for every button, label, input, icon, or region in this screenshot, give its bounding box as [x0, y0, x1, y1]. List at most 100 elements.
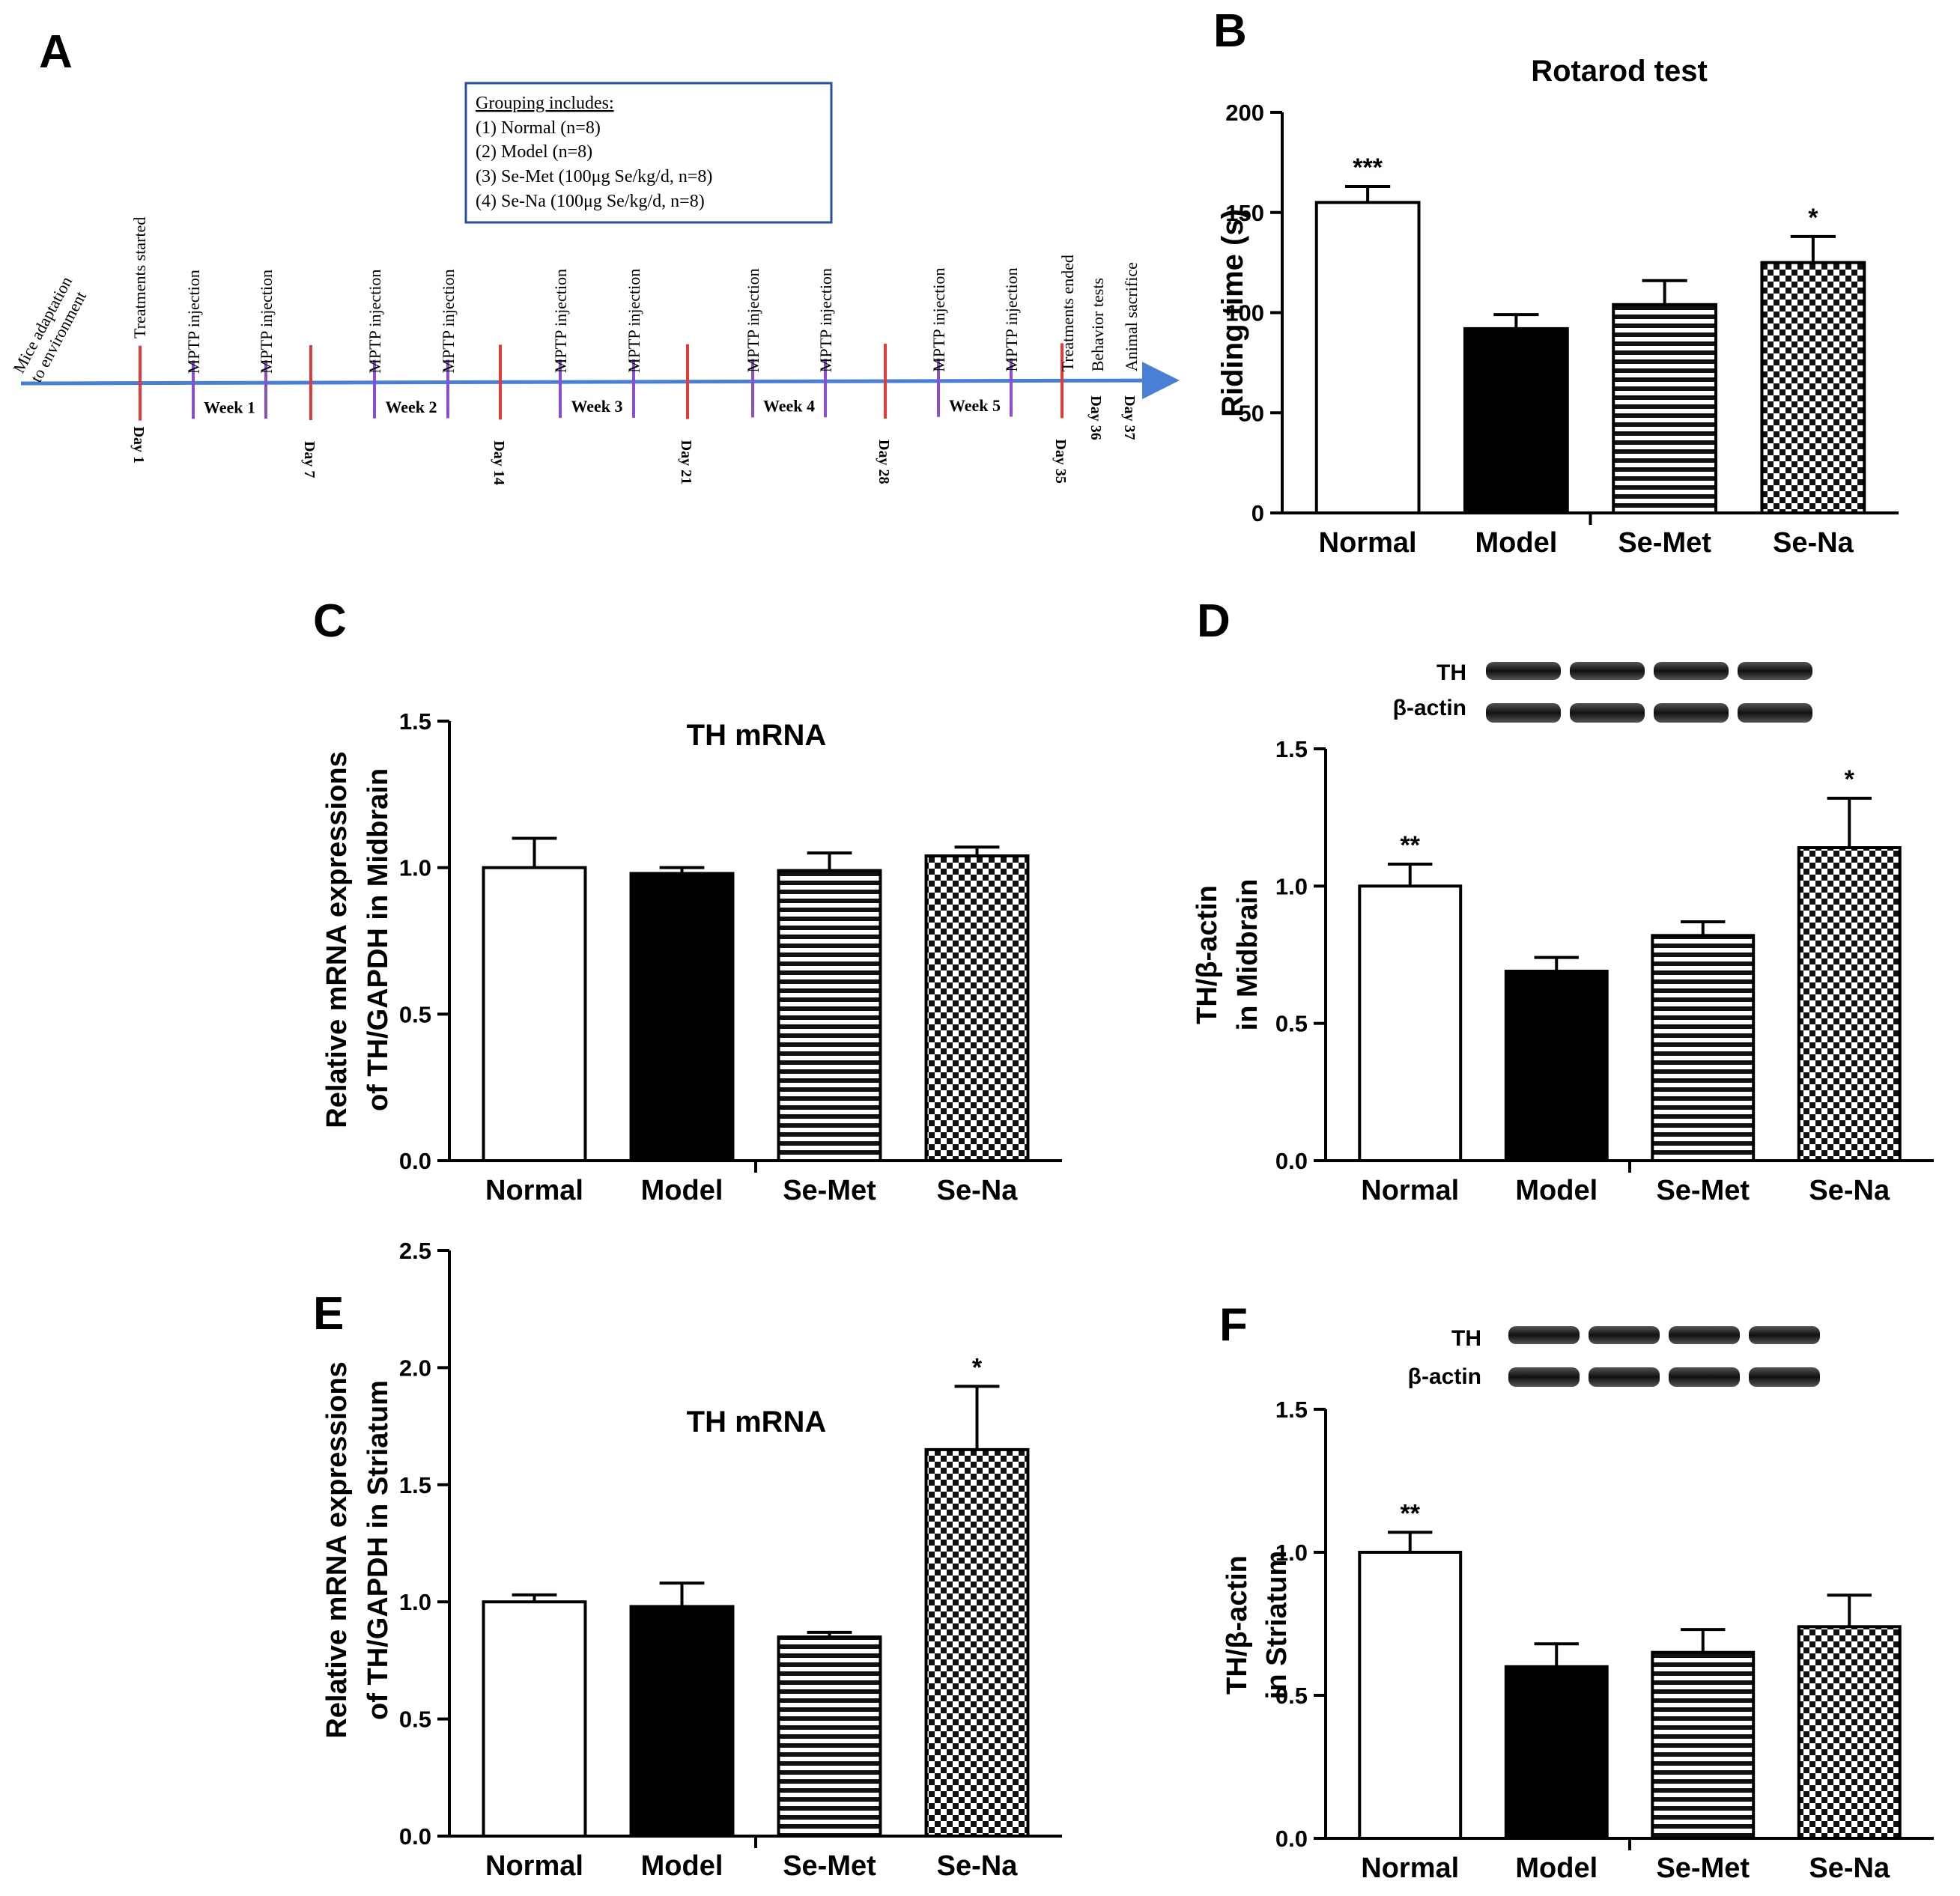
significance-marker: **	[1401, 831, 1421, 860]
y-tick-label: 1.0	[1275, 1540, 1308, 1566]
panel-letter-d: D	[1197, 595, 1231, 647]
end-event-label: Treatments ended	[1058, 255, 1077, 371]
mptp-injection-label: MPTP injection	[744, 268, 762, 372]
mptp-injection-label: MPTP injection	[1002, 267, 1021, 371]
week-bracket	[373, 359, 449, 419]
treatments-started-label: Treatments started	[130, 217, 149, 338]
week-label: Week 1	[204, 398, 255, 416]
bar-normal	[1358, 884, 1463, 1163]
y-tick-label: 1.0	[1275, 873, 1308, 899]
chart-title: TH mRNA	[687, 1406, 827, 1438]
x-tick-label: Se-Na	[1773, 527, 1854, 559]
y-axis-label: in Striatum	[1261, 1551, 1293, 1699]
y-axis-label: in Midbrain	[1232, 879, 1263, 1031]
x-tick-label: Model	[1515, 1175, 1598, 1206]
y-tick-label: 0.5	[399, 1001, 431, 1027]
day-label: Day 14	[491, 440, 507, 484]
bar-se-na	[1760, 261, 1866, 514]
blot-label-th: TH	[1436, 660, 1466, 685]
mptp-injection-label: MPTP injection	[184, 270, 203, 374]
bar-se-met	[777, 869, 882, 1162]
x-tick-label: Normal	[1361, 1853, 1459, 1884]
day-label: Day 35	[1052, 439, 1069, 483]
y-tick-label: 200	[1225, 100, 1264, 126]
chart-title: TH mRNA	[687, 719, 827, 752]
y-tick-label: 1.0	[399, 1589, 431, 1615]
western-blot-image	[1504, 1319, 1824, 1394]
y-tick-label: 150	[1225, 200, 1264, 226]
bar-model	[1504, 1665, 1609, 1841]
y-tick-label: 0.0	[1275, 1826, 1308, 1852]
chart-b: 0 50 100 150 200 Riding time (s) Rotarod test *…	[1216, 55, 1899, 559]
x-tick-label: Se-Met	[783, 1850, 876, 1882]
end-event-label: Behavior tests	[1088, 278, 1107, 371]
chart-c: 0.0 0.5 1.0 1.5 Relative mRNA expressions of …	[321, 708, 1062, 1206]
panel-letter-b: B	[1213, 5, 1247, 57]
grouping-item-sena: (4) Se-Na (100μg Se/kg/d, n=8)	[476, 192, 705, 211]
y-axis-label: TH/β-actin	[1192, 885, 1223, 1024]
x-tick-label: Se-Na	[1809, 1853, 1890, 1884]
y-tick-label: 1.5	[1275, 1397, 1308, 1423]
week-bracket	[559, 359, 635, 419]
significance-marker: **	[1401, 1499, 1421, 1528]
significance-marker: *	[1845, 765, 1855, 794]
y-axis-label: Relative mRNA expressions	[321, 1361, 353, 1738]
bar-se-na	[924, 854, 1030, 1162]
grouping-item-semet: (3) Se-Met (100μg Se/kg/d, n=8)	[476, 167, 712, 186]
day-label: Day 28	[876, 440, 892, 484]
mptp-injection-label: MPTP injection	[439, 269, 458, 373]
x-tick-label: Model	[1475, 527, 1557, 559]
y-tick-label: 0	[1251, 500, 1264, 526]
y-tick-label: 0.0	[1275, 1148, 1308, 1174]
mptp-injection-label: MPTP injection	[257, 270, 276, 374]
y-tick-label: 100	[1225, 300, 1264, 326]
blot-label-beta-actin: β-actin	[1408, 1364, 1481, 1389]
x-tick-label: Normal	[1361, 1175, 1459, 1206]
significance-marker: ***	[1353, 154, 1383, 182]
x-tick-label: Se-Met	[1618, 527, 1711, 559]
panel-letter-a: A	[39, 26, 73, 78]
x-tick-label: Se-Na	[1809, 1175, 1890, 1206]
bar-normal	[482, 1600, 587, 1838]
y-axis-label: Riding time (s)	[1216, 209, 1249, 417]
week-label: Week 4	[763, 396, 815, 415]
day-label: Day 37	[1121, 395, 1138, 440]
day-label: Day 36	[1087, 395, 1104, 440]
day-label: Day 7	[301, 441, 318, 478]
y-tick-label: 1.5	[399, 708, 431, 735]
x-tick-label: Se-Na	[937, 1850, 1019, 1882]
mptp-injection-label: MPTP injection	[929, 268, 948, 372]
y-tick-label: 1.0	[399, 855, 431, 881]
blot-label-beta-actin: β-actin	[1393, 696, 1466, 720]
western-blot-image	[1481, 654, 1817, 729]
y-tick-label: 0.5	[1275, 1011, 1308, 1037]
bar-normal	[1358, 1551, 1463, 1840]
mptp-injection-label: MPTP injection	[816, 268, 835, 372]
week-bracket	[937, 358, 1013, 417]
week-label: Week 3	[571, 397, 622, 416]
x-tick-label: Se-Met	[783, 1175, 876, 1206]
mptp-injection-label: MPTP injection	[365, 270, 384, 374]
week-label: Week 5	[949, 396, 1001, 415]
bar-model	[629, 1605, 735, 1838]
y-tick-label: 0.5	[399, 1707, 431, 1733]
chart-e: 0.0 0.5 1.0 1.5 2.0 2.5 Relative mRNA expressi…	[321, 1238, 1062, 1882]
y-tick-label: 0.0	[399, 1148, 431, 1174]
y-tick-label: 0.5	[1275, 1683, 1308, 1709]
bar-model	[1504, 970, 1609, 1162]
x-tick-label: Se-Met	[1656, 1853, 1750, 1884]
x-tick-label: Se-Na	[937, 1175, 1019, 1206]
x-tick-label: Model	[641, 1175, 723, 1206]
timeline-axis	[20, 362, 1180, 400]
bar-se-met	[1612, 303, 1718, 514]
bar-se-met	[1651, 934, 1756, 1163]
bar-model	[1463, 326, 1569, 514]
y-tick-label: 1.5	[399, 1472, 431, 1498]
x-tick-label: Normal	[1319, 527, 1417, 559]
grouping-heading: Grouping includes:	[476, 94, 614, 113]
week-label: Week 2	[385, 398, 437, 416]
x-tick-label: Se-Met	[1656, 1175, 1750, 1206]
grouping-item-model: (2) Model (n=8)	[476, 142, 592, 162]
x-tick-label: Model	[641, 1850, 723, 1882]
